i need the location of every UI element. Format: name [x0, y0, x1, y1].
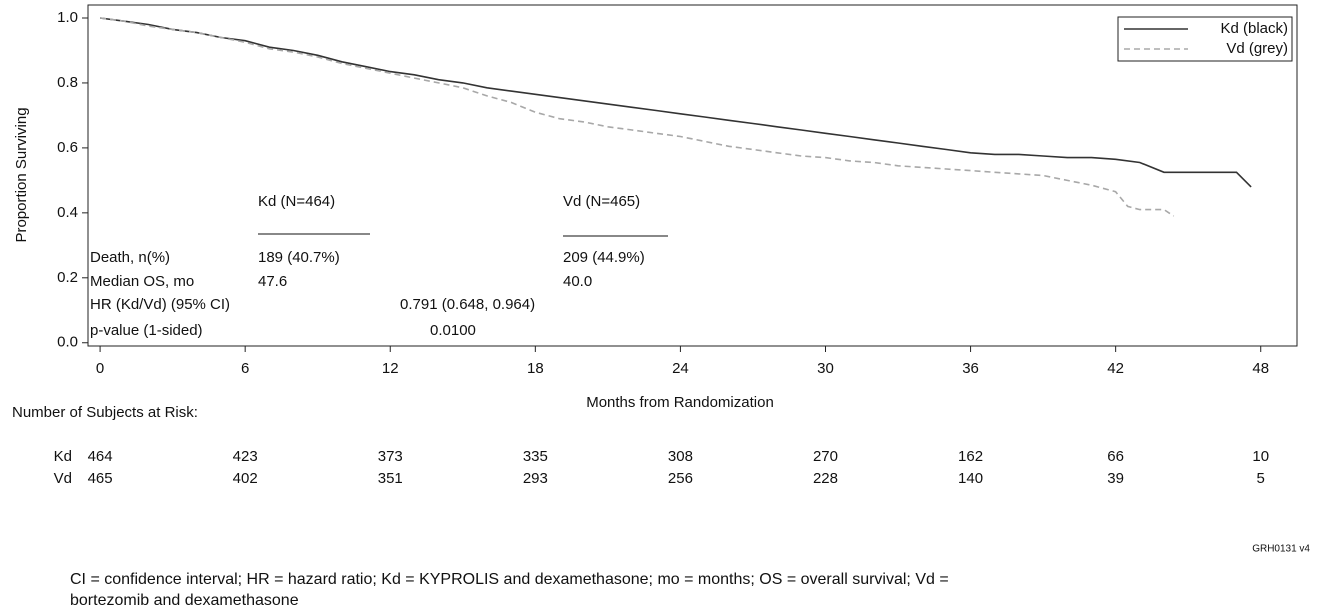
x-axis-label: Months from Randomization [586, 394, 774, 411]
figure-code: GRH0131 v4 [1252, 544, 1310, 555]
risk-count: 270 [813, 448, 838, 465]
survival-curve [99, 17, 1252, 188]
risk-count: 351 [378, 470, 403, 487]
stats-cell: 47.6 [258, 273, 287, 290]
y-tick-label: 0.8 [57, 74, 78, 91]
legend-label: Kd (black) [1220, 20, 1288, 37]
risk-count: 66 [1107, 448, 1124, 465]
survival-curve [99, 17, 1175, 217]
stats-cell: Death, n(%) [90, 249, 170, 266]
risk-count: 308 [668, 448, 693, 465]
risk-count: 373 [378, 448, 403, 465]
risk-count: 10 [1252, 448, 1269, 465]
x-tick-label: 18 [527, 360, 544, 377]
y-tick-label: 0.0 [57, 334, 78, 351]
risk-title: Number of Subjects at Risk: [12, 404, 198, 421]
stats-header: Vd (N=465) [563, 193, 640, 210]
stats-cell: 40.0 [563, 273, 592, 290]
x-tick-label: 12 [382, 360, 399, 377]
legend-box [1117, 16, 1293, 62]
x-tick-label: 48 [1252, 360, 1269, 377]
x-tick-label: 24 [672, 360, 689, 377]
stats-cell: 189 (40.7%) [258, 249, 340, 266]
y-axis-label: Proportion Surviving [13, 107, 30, 242]
stats-header: Kd (N=464) [258, 193, 335, 210]
stats-cell: 0.791 (0.648, 0.964) [400, 296, 535, 313]
risk-count: 464 [88, 448, 113, 465]
stats-cell: 209 (44.9%) [563, 249, 645, 266]
footnote: CI = confidence interval; HR = hazard ra… [70, 571, 949, 588]
risk-count: 465 [88, 470, 113, 487]
y-tick-label: 0.6 [57, 139, 78, 156]
risk-count: 402 [233, 470, 258, 487]
stats-cell: 0.0100 [430, 322, 476, 339]
x-tick-label: 30 [817, 360, 834, 377]
stats-label: HR (Kd/Vd) (95% CI) [90, 296, 230, 313]
risk-label: Kd [54, 448, 72, 465]
risk-count: 5 [1257, 470, 1265, 487]
risk-count: 335 [523, 448, 548, 465]
y-tick-label: 1.0 [57, 9, 78, 26]
plot-frame [87, 4, 1298, 347]
risk-count: 162 [958, 448, 983, 465]
risk-label: Vd [54, 470, 72, 487]
risk-count: 256 [668, 470, 693, 487]
risk-count: 140 [958, 470, 983, 487]
y-tick-label: 0.2 [57, 269, 78, 286]
risk-count: 293 [523, 470, 548, 487]
footnote: bortezomib and dexamethasone [70, 592, 299, 609]
stats-cell: Median OS, mo [90, 273, 194, 290]
x-tick-label: 42 [1107, 360, 1124, 377]
legend-label: Vd (grey) [1226, 40, 1288, 57]
y-tick-label: 0.4 [57, 204, 78, 221]
risk-count: 423 [233, 448, 258, 465]
risk-count: 228 [813, 470, 838, 487]
x-tick-label: 36 [962, 360, 979, 377]
x-tick-label: 0 [96, 360, 104, 377]
risk-count: 39 [1107, 470, 1124, 487]
x-tick-label: 6 [241, 360, 249, 377]
stats-label: p-value (1-sided) [90, 322, 203, 339]
